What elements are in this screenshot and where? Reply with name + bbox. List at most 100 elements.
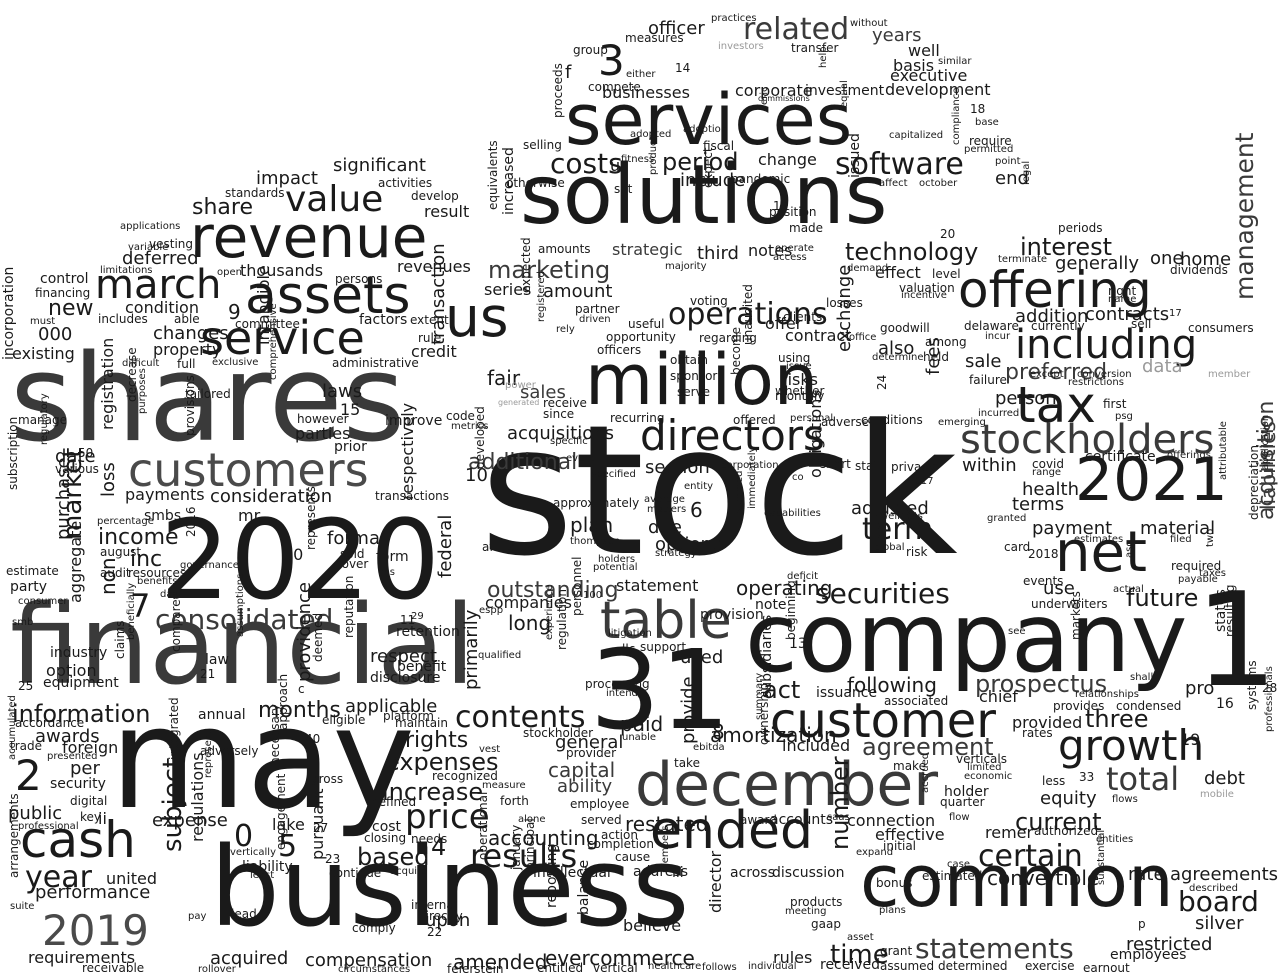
cloud-word: products	[790, 895, 843, 909]
cloud-word: accordance	[15, 716, 85, 730]
cloud-word: 18	[970, 102, 986, 116]
cloud-word: investors	[718, 41, 764, 52]
cloud-word: significant	[333, 155, 426, 176]
cloud-word: 27	[313, 821, 329, 835]
cloud-word: incurred	[978, 408, 1020, 419]
cloud-word: believe	[623, 916, 682, 935]
cloud-word: sale	[965, 351, 1002, 372]
cloud-word: customers	[128, 443, 369, 497]
cloud-word: stockholder	[523, 726, 594, 740]
cloud-word: 2017	[908, 476, 934, 487]
cloud-word: principal	[523, 818, 537, 870]
cloud-word: driven	[579, 314, 611, 325]
cloud-word: section	[645, 457, 710, 478]
cloud-word: certain	[978, 839, 1083, 874]
cloud-word: determined	[938, 959, 1008, 973]
cloud-word: entities	[1096, 834, 1134, 845]
cloud-word: awards	[35, 726, 100, 747]
cloud-word: note	[755, 597, 787, 613]
cloud-word: development	[885, 80, 991, 99]
cloud-word: ability	[557, 776, 613, 797]
cloud-word: relationships	[1075, 689, 1139, 700]
cloud-word: useful	[628, 317, 665, 331]
cloud-word: revenues	[397, 257, 471, 276]
cloud-word: sold	[340, 547, 365, 561]
cloud-word: fitness	[621, 154, 655, 165]
cloud-word: one	[1150, 248, 1184, 269]
cloud-word: upon	[425, 910, 471, 931]
cloud-word: equal	[839, 80, 850, 108]
cloud-word: systems	[1245, 660, 1259, 710]
cloud-word: amended	[453, 950, 548, 974]
cloud-word: aggregate	[66, 520, 85, 603]
cloud-word: required	[1171, 559, 1222, 573]
cloud-word: delaware	[964, 319, 1019, 333]
cloud-word: address	[633, 864, 689, 880]
cloud-word: require	[969, 134, 1012, 148]
cloud-word: underwriters	[1031, 597, 1108, 611]
cloud-word: specified	[591, 469, 636, 480]
cloud-word: loss	[98, 462, 119, 497]
cloud-word: payable	[1178, 574, 1218, 585]
cloud-word: paid	[620, 712, 664, 736]
cloud-word: basis	[893, 56, 935, 75]
cloud-word: gross	[311, 772, 344, 786]
cloud-word: income	[98, 525, 179, 550]
cloud-word: security	[50, 776, 106, 792]
cloud-word: bonus	[876, 876, 913, 890]
cloud-word: integrated	[167, 697, 181, 760]
cloud-word: covid	[1032, 457, 1064, 471]
cloud-word: statement	[616, 576, 699, 595]
cloud-word: holder	[944, 784, 989, 800]
cloud-word: 21	[200, 667, 216, 681]
cloud-word: corporation	[721, 460, 779, 471]
cloud-word: reputation	[342, 575, 356, 638]
cloud-word: serve	[677, 385, 711, 399]
cloud-word: end	[995, 168, 1029, 189]
cloud-word: company	[745, 582, 1188, 694]
cloud-word: offering	[958, 261, 1152, 319]
cloud-word: state	[855, 459, 886, 473]
cloud-word: receivable	[82, 961, 145, 975]
cloud-word: since	[543, 407, 575, 421]
cloud-word: restricted	[1126, 934, 1213, 955]
cloud-word: member	[1208, 369, 1251, 380]
cloud-word: new	[48, 296, 94, 321]
cloud-word: includes	[98, 312, 148, 326]
cloud-word: expect	[701, 147, 715, 188]
cloud-word: voting	[690, 294, 728, 308]
cloud-word: 000	[38, 324, 73, 345]
cloud-word: debt	[1204, 768, 1245, 789]
cloud-word: espp	[479, 605, 504, 616]
cloud-word: third	[697, 243, 739, 264]
cloud-word: regulation	[555, 589, 569, 650]
cloud-word: intend	[606, 688, 638, 699]
cloud-word: agreement	[862, 733, 994, 761]
cloud-word: 2018	[1028, 547, 1059, 561]
cloud-word: persons	[335, 272, 383, 286]
cloud-word: future	[1126, 584, 1199, 612]
cloud-word: year	[25, 860, 92, 895]
cloud-word: contract	[785, 326, 852, 345]
cloud-word: legal	[1021, 160, 1032, 185]
cloud-word: c	[298, 682, 305, 696]
cloud-word: 40	[305, 732, 321, 746]
cloud-word: represents	[304, 486, 318, 550]
cloud-word: resulting	[1223, 584, 1237, 637]
cloud-word: associated	[884, 694, 949, 708]
cloud-word: entitled	[537, 961, 584, 975]
cloud-word: rights	[405, 728, 469, 753]
cloud-word: material	[1140, 518, 1216, 539]
cloud-word: professionals	[1264, 666, 1275, 732]
cloud-word: purposes	[137, 368, 148, 414]
cloud-word: companies	[485, 593, 572, 612]
cloud-word: periods	[1058, 221, 1103, 235]
cloud-word: disclosure	[370, 670, 441, 686]
cloud-word: prior	[334, 439, 367, 455]
cloud-word: preferred	[1005, 360, 1108, 385]
cloud-word: failure	[969, 373, 1007, 387]
cloud-word: transfer	[791, 41, 839, 55]
cloud-word: based	[357, 843, 430, 871]
cloud-word: help	[818, 46, 829, 68]
